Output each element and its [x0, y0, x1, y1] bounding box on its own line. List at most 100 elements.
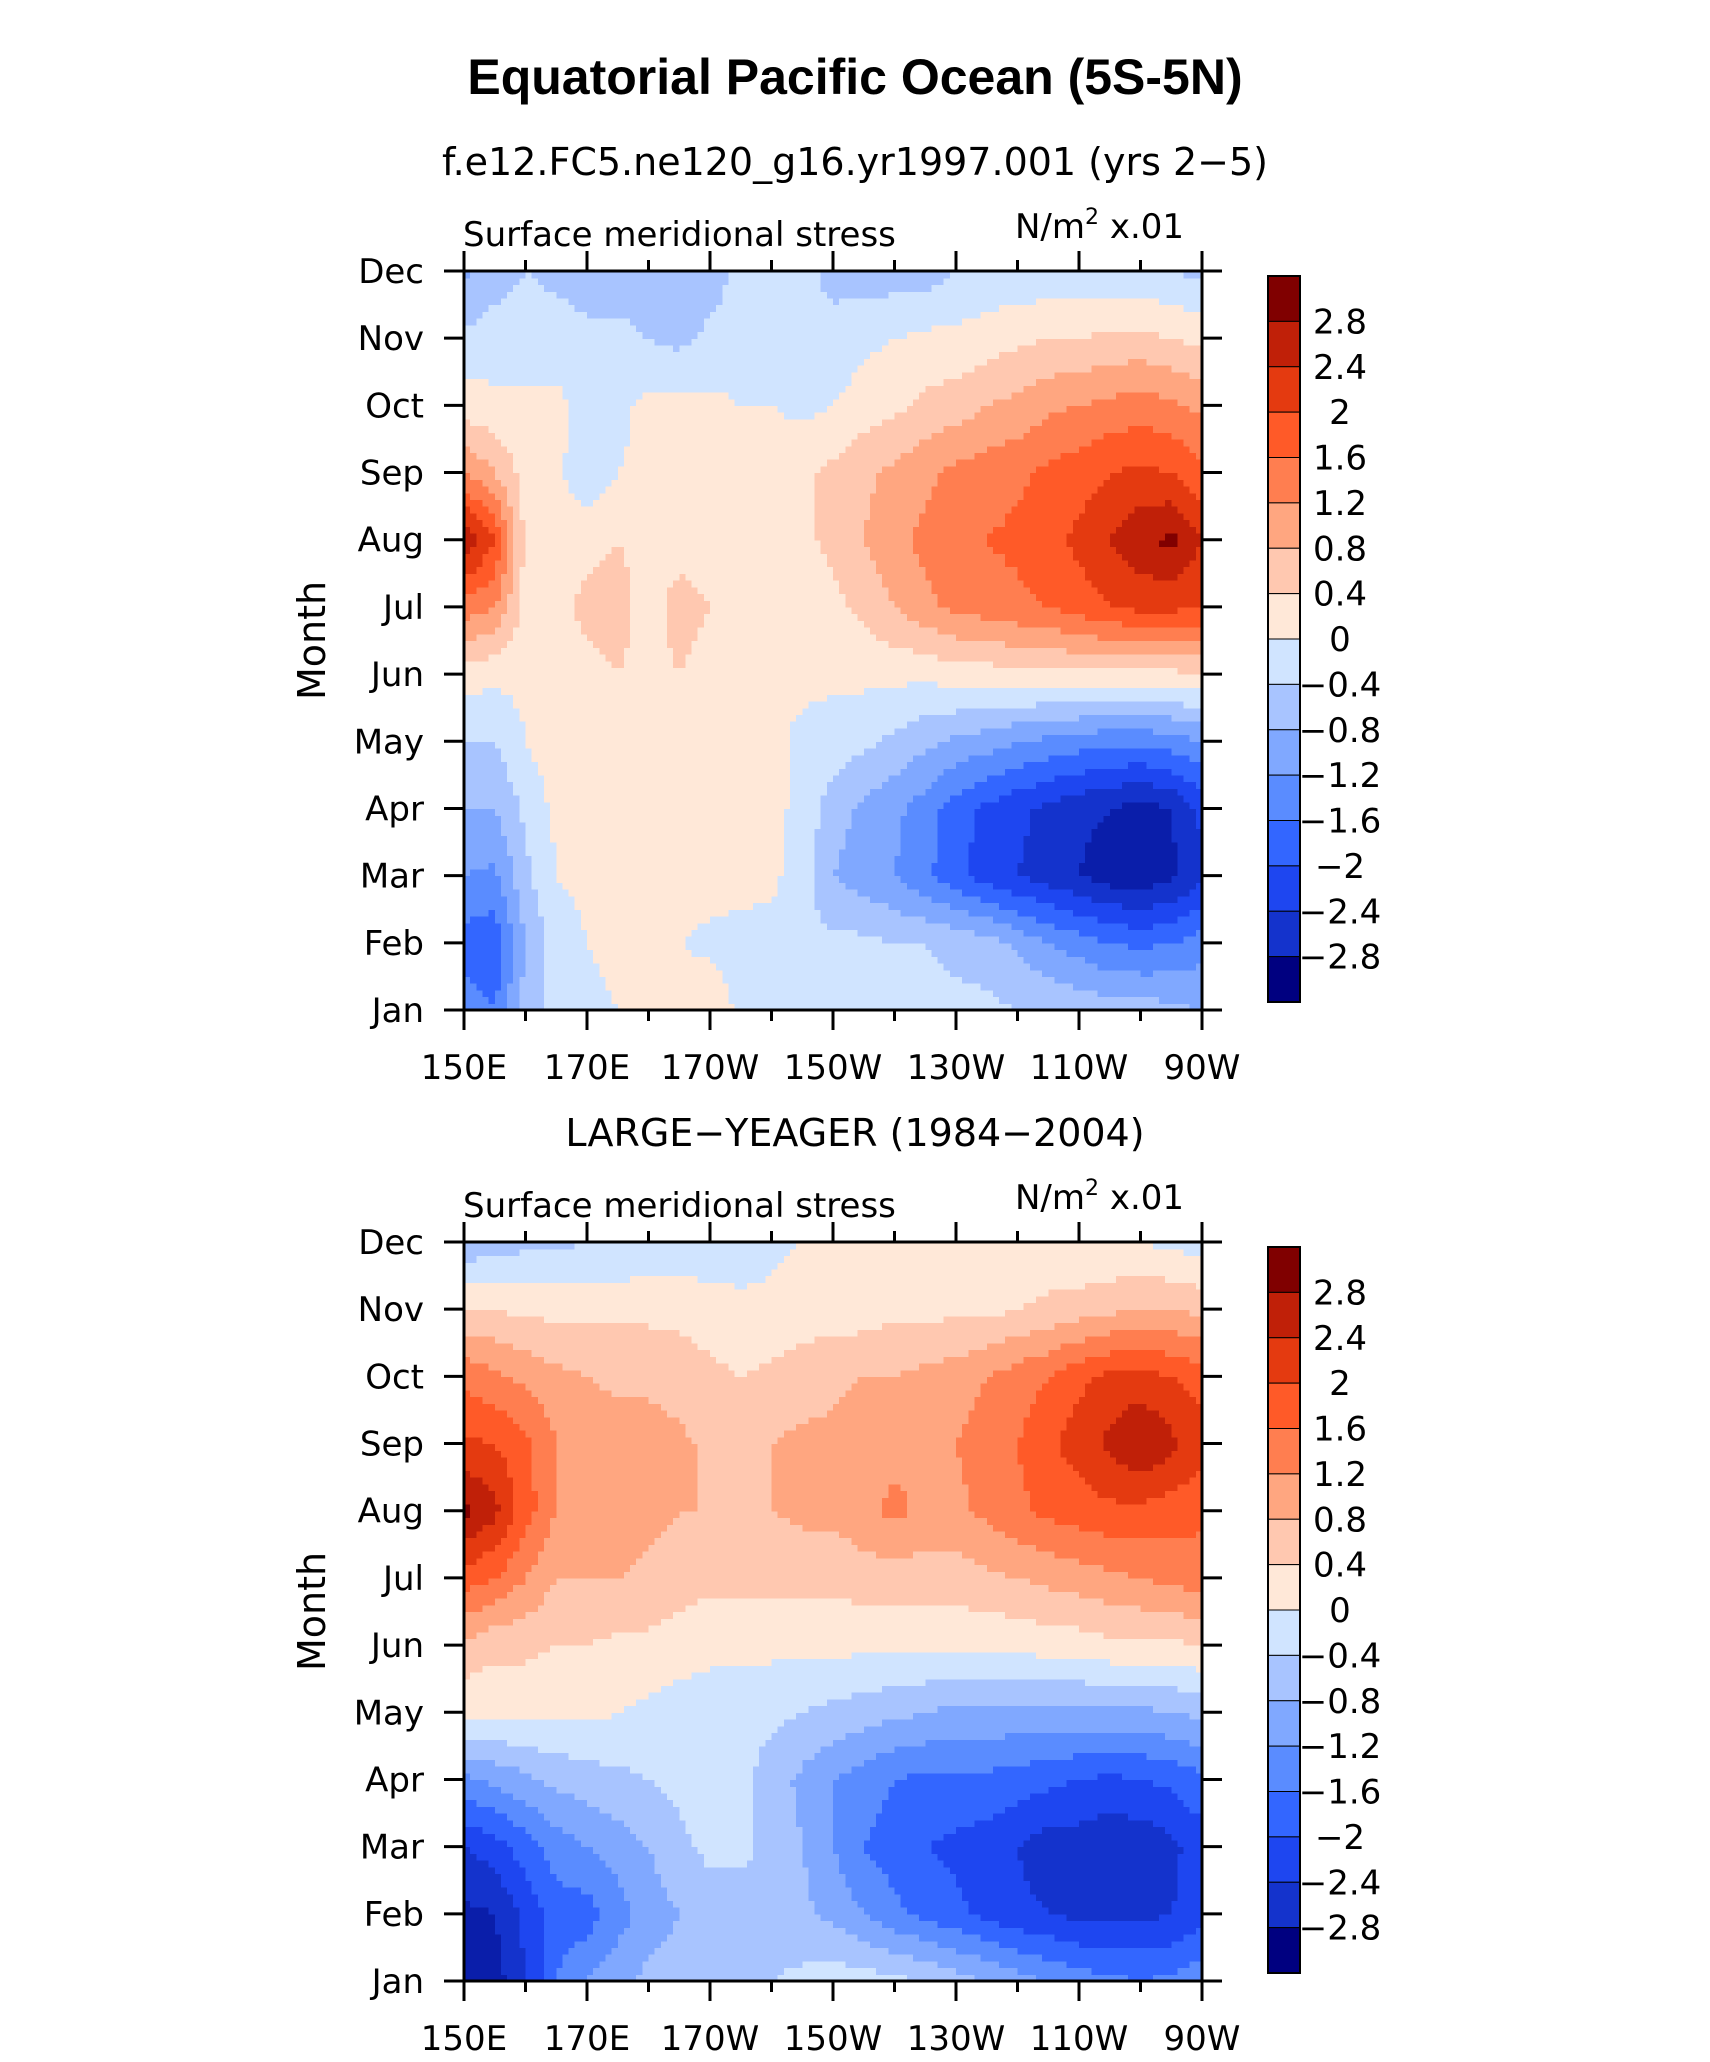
field-cell [574, 781, 582, 789]
field-cell [968, 747, 976, 756]
field-cell [1140, 774, 1148, 783]
field-cell [783, 821, 791, 830]
field-cell [513, 936, 520, 944]
field-cell [488, 969, 496, 978]
field-cell [906, 976, 914, 984]
field-cell [925, 895, 932, 904]
field-cell [556, 936, 563, 944]
field-cell [519, 862, 527, 870]
field-cell [937, 768, 945, 776]
field-cell [777, 1003, 785, 1011]
field-cell [753, 747, 760, 756]
field-cell [931, 969, 939, 978]
field-cell [1146, 969, 1154, 978]
field-cell [851, 815, 859, 823]
field-cell [507, 956, 514, 964]
field-cell [476, 942, 484, 951]
field-cell [943, 862, 951, 870]
field-cell [974, 747, 982, 756]
field-cell [894, 889, 902, 897]
field-cell [1066, 875, 1074, 883]
field-cell [525, 909, 533, 917]
field-cell [630, 808, 637, 816]
field-cell [906, 996, 914, 1004]
field-cell [519, 747, 527, 756]
field-cell [869, 889, 877, 897]
field-cell [500, 788, 508, 796]
field-cell [722, 929, 730, 937]
field-cell [1165, 842, 1172, 850]
field-cell [882, 835, 889, 843]
field-cell [802, 855, 809, 863]
field-cell [845, 795, 853, 803]
field-cell [1122, 815, 1129, 823]
field-cell [802, 969, 809, 978]
field-cell [476, 734, 484, 742]
field-cell [580, 801, 588, 810]
field-cell [900, 895, 908, 904]
field-cell [519, 801, 527, 810]
field-cell [648, 949, 656, 957]
field-cell [679, 983, 686, 991]
field-cell [845, 942, 853, 951]
field-cell [1158, 855, 1166, 863]
field-cell [1189, 996, 1197, 1004]
field-cell [863, 835, 871, 843]
field-cell [1128, 835, 1135, 843]
field-cell [617, 795, 625, 803]
field-cell [937, 821, 945, 830]
field-cell [1023, 929, 1031, 937]
field-cell [1103, 761, 1111, 769]
field-cell [1060, 808, 1068, 816]
field-cell [919, 842, 926, 850]
field-cell [470, 922, 477, 930]
field-cell [925, 969, 932, 978]
field-cell [642, 815, 650, 823]
field-cell [1042, 795, 1049, 803]
field-cell [839, 808, 846, 816]
field-cell [1079, 969, 1086, 978]
field-cell [876, 848, 883, 857]
field-cell [605, 909, 613, 917]
field-cell [851, 788, 859, 796]
field-cell [919, 815, 926, 823]
field-cell [1109, 989, 1117, 998]
field-cell [888, 1003, 896, 1011]
field-cell [623, 747, 631, 756]
field-cell [894, 855, 902, 863]
field-cell [525, 855, 533, 863]
field-cell [820, 969, 828, 978]
field-cell [562, 727, 570, 736]
field-cell [740, 989, 748, 998]
field-cell [543, 875, 551, 883]
field-cell [826, 909, 834, 917]
field-cell [697, 808, 705, 816]
field-cell [1103, 929, 1111, 937]
field-cell [728, 996, 736, 1004]
field-cell [808, 915, 816, 924]
field-cell [734, 862, 742, 870]
field-cell [679, 821, 686, 830]
field-cell [1097, 956, 1105, 964]
field-cell [931, 801, 939, 810]
field-cell [568, 929, 576, 937]
field-cell [470, 848, 477, 857]
field-cell [796, 768, 803, 776]
field-cell [1165, 747, 1172, 756]
field-cell [580, 788, 588, 796]
field-cell [796, 855, 803, 863]
field-cell [513, 734, 520, 742]
field-cell [685, 781, 693, 789]
field-cell [753, 741, 760, 749]
field-cell [1109, 922, 1117, 930]
field-cell [740, 741, 748, 749]
field-cell [562, 754, 570, 763]
field-cell [593, 855, 600, 863]
field-cell [611, 976, 619, 984]
field-cell [906, 868, 914, 877]
field-cell [519, 815, 527, 823]
field-cell [697, 976, 705, 984]
field-cell [525, 781, 533, 789]
field-cell [1091, 996, 1099, 1004]
field-cell [759, 956, 766, 964]
